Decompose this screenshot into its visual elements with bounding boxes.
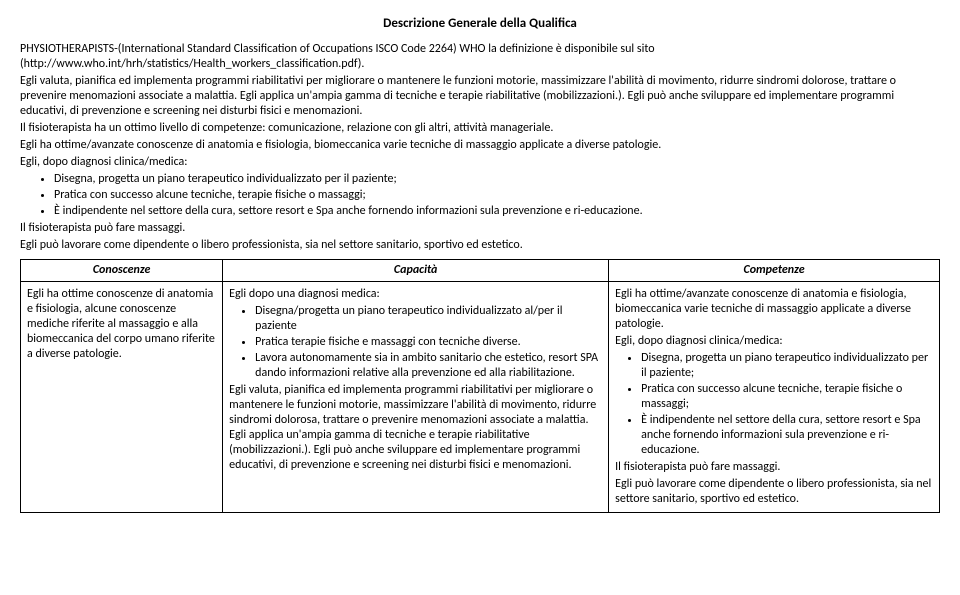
col2-bullet: Lavora autonomamente sia in ambito sanit…	[255, 351, 602, 381]
col3-bullet: Pratica con successo alcune tecniche, te…	[641, 382, 933, 412]
intro-bullets: Disegna, progetta un piano terapeutico i…	[20, 172, 940, 219]
col3-p3: Il fisioterapista può fare massaggi.	[615, 460, 933, 475]
col3-p1: Egli ha ottime/avanzate conoscenze di an…	[615, 287, 933, 332]
header-conoscenze: Conoscenze	[21, 260, 223, 282]
col1-p1: Egli ha ottime conoscenze di anatomia e …	[27, 287, 216, 362]
table-header-row: Conoscenze Capacità Competenze	[21, 260, 940, 282]
intro-bullet: Disegna, progetta un piano terapeutico i…	[54, 172, 940, 187]
col3-p2: Egli, dopo diagnosi clinica/medica:	[615, 334, 933, 349]
col2-bullets: Disegna/progetta un piano terapeutico in…	[229, 304, 602, 381]
intro-p6: Il fisioterapista può fare massaggi.	[20, 221, 940, 236]
intro-block: PHYSIOTHERAPISTS-(International Standard…	[20, 42, 940, 253]
col2-bullet: Pratica terapie fisiche e massaggi con t…	[255, 335, 602, 350]
col2-p1: Egli dopo una diagnosi medica:	[229, 287, 602, 302]
col3-bullet: Disegna, progetta un piano terapeutico i…	[641, 351, 933, 381]
intro-p4: Egli ha ottime/avanzate conoscenze di an…	[20, 138, 940, 153]
header-capacita: Capacità	[223, 260, 609, 282]
intro-p2: Egli valuta, pianifica ed implementa pro…	[20, 74, 940, 119]
intro-p7: Egli può lavorare come dipendente o libe…	[20, 238, 940, 253]
intro-p1: PHYSIOTHERAPISTS-(International Standard…	[20, 42, 940, 72]
col3-bullets: Disegna, progetta un piano terapeutico i…	[615, 351, 933, 458]
header-competenze: Competenze	[609, 260, 940, 282]
col2-bullet: Disegna/progetta un piano terapeutico in…	[255, 304, 602, 334]
cell-conoscenze: Egli ha ottime conoscenze di anatomia e …	[21, 282, 223, 513]
cell-capacita: Egli dopo una diagnosi medica: Disegna/p…	[223, 282, 609, 513]
col2-p2: Egli valuta, pianifica ed implementa pro…	[229, 383, 602, 473]
intro-p3: Il fisioterapista ha un ottimo livello d…	[20, 121, 940, 136]
intro-p5: Egli, dopo diagnosi clinica/medica:	[20, 155, 940, 170]
page-title: Descrizione Generale della Qualifica	[20, 16, 940, 32]
intro-bullet: Pratica con successo alcune tecniche, te…	[54, 188, 940, 203]
intro-bullet: È indipendente nel settore della cura, s…	[54, 204, 940, 219]
table-row: Egli ha ottime conoscenze di anatomia e …	[21, 282, 940, 513]
cell-competenze: Egli ha ottime/avanzate conoscenze di an…	[609, 282, 940, 513]
col3-p4: Egli può lavorare come dipendente o libe…	[615, 477, 933, 507]
competency-table: Conoscenze Capacità Competenze Egli ha o…	[20, 259, 940, 513]
col3-bullet: È indipendente nel settore della cura, s…	[641, 413, 933, 458]
